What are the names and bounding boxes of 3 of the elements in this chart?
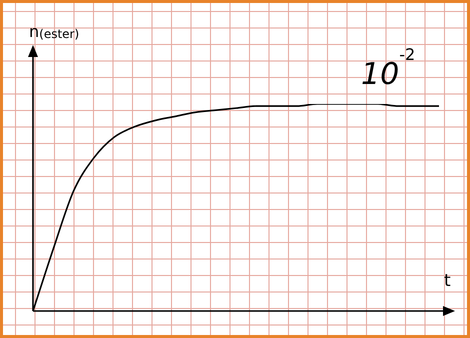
text: 10$^{-2}$ [361, 45, 416, 92]
y-axis-title: n$_{(ester)}$ [29, 22, 80, 41]
x-axis-title: t [444, 271, 451, 291]
